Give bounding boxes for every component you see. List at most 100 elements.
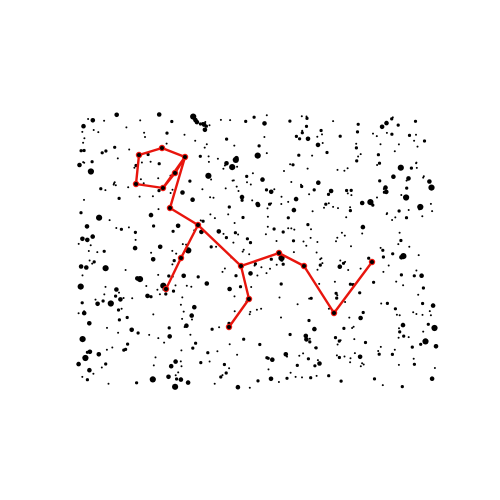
star bbox=[288, 332, 292, 337]
star bbox=[315, 142, 321, 148]
star bbox=[381, 384, 384, 387]
star bbox=[422, 139, 427, 143]
star bbox=[316, 359, 319, 362]
star bbox=[128, 148, 131, 151]
star bbox=[321, 262, 324, 265]
star bbox=[83, 137, 86, 140]
star bbox=[382, 270, 385, 273]
star bbox=[224, 187, 227, 190]
star bbox=[397, 336, 400, 339]
star bbox=[375, 135, 378, 138]
star bbox=[302, 240, 305, 243]
star bbox=[83, 161, 86, 164]
star bbox=[336, 343, 339, 346]
star bbox=[294, 134, 298, 138]
star bbox=[421, 313, 424, 316]
star bbox=[133, 230, 137, 234]
star bbox=[324, 202, 328, 206]
star bbox=[429, 202, 432, 205]
star bbox=[433, 344, 439, 349]
constellation-star bbox=[166, 204, 174, 212]
star bbox=[87, 349, 93, 355]
star bbox=[289, 371, 292, 374]
star bbox=[296, 303, 299, 306]
constellation-star bbox=[194, 221, 202, 229]
star bbox=[134, 238, 137, 241]
star bbox=[177, 371, 180, 374]
star bbox=[291, 239, 296, 243]
star bbox=[124, 347, 128, 351]
star bbox=[333, 280, 336, 283]
star bbox=[318, 282, 321, 285]
star bbox=[363, 340, 368, 345]
star bbox=[190, 285, 193, 288]
star bbox=[372, 377, 377, 381]
star bbox=[136, 276, 144, 283]
star bbox=[433, 367, 436, 369]
star bbox=[201, 122, 205, 126]
constellation-star bbox=[159, 184, 167, 192]
star bbox=[421, 215, 424, 218]
star bbox=[100, 151, 104, 155]
star bbox=[395, 313, 398, 316]
star bbox=[372, 132, 374, 135]
star bbox=[316, 180, 321, 185]
star bbox=[169, 192, 172, 194]
star bbox=[224, 236, 228, 240]
star bbox=[199, 361, 203, 365]
star bbox=[332, 120, 335, 123]
star bbox=[407, 209, 410, 211]
star bbox=[94, 298, 97, 301]
star bbox=[359, 267, 362, 270]
star bbox=[326, 192, 331, 196]
star bbox=[397, 209, 401, 213]
star bbox=[415, 166, 418, 169]
star bbox=[222, 167, 225, 170]
constellation-star bbox=[275, 249, 283, 257]
star bbox=[213, 217, 216, 220]
star bbox=[236, 353, 239, 356]
star bbox=[182, 310, 185, 313]
star bbox=[298, 354, 301, 357]
star bbox=[359, 153, 362, 156]
star bbox=[166, 374, 171, 380]
star bbox=[229, 119, 232, 122]
constellation-star bbox=[237, 262, 245, 270]
star bbox=[194, 341, 198, 345]
star bbox=[356, 122, 360, 126]
star bbox=[92, 372, 95, 375]
star bbox=[225, 137, 229, 141]
star bbox=[126, 342, 130, 346]
star bbox=[355, 142, 358, 145]
star bbox=[345, 216, 348, 219]
star bbox=[208, 360, 211, 363]
star bbox=[222, 232, 225, 235]
star bbox=[323, 206, 325, 209]
star bbox=[209, 245, 213, 249]
star bbox=[349, 188, 353, 192]
star bbox=[315, 374, 318, 377]
star bbox=[103, 119, 106, 122]
star bbox=[258, 342, 262, 347]
star bbox=[269, 267, 271, 270]
star bbox=[80, 301, 84, 305]
star bbox=[342, 326, 346, 330]
star bbox=[412, 362, 416, 366]
star bbox=[150, 257, 156, 262]
star bbox=[421, 286, 425, 290]
star bbox=[390, 352, 394, 356]
star bbox=[412, 357, 415, 360]
star bbox=[180, 190, 185, 195]
star bbox=[255, 201, 260, 207]
star bbox=[260, 266, 263, 269]
star bbox=[237, 233, 240, 236]
star bbox=[210, 327, 214, 331]
star bbox=[232, 156, 239, 163]
star bbox=[415, 133, 417, 136]
star bbox=[179, 360, 182, 363]
star bbox=[240, 198, 244, 202]
star bbox=[398, 330, 402, 334]
star bbox=[82, 354, 89, 362]
star bbox=[213, 382, 216, 385]
constellation-star bbox=[330, 309, 338, 317]
